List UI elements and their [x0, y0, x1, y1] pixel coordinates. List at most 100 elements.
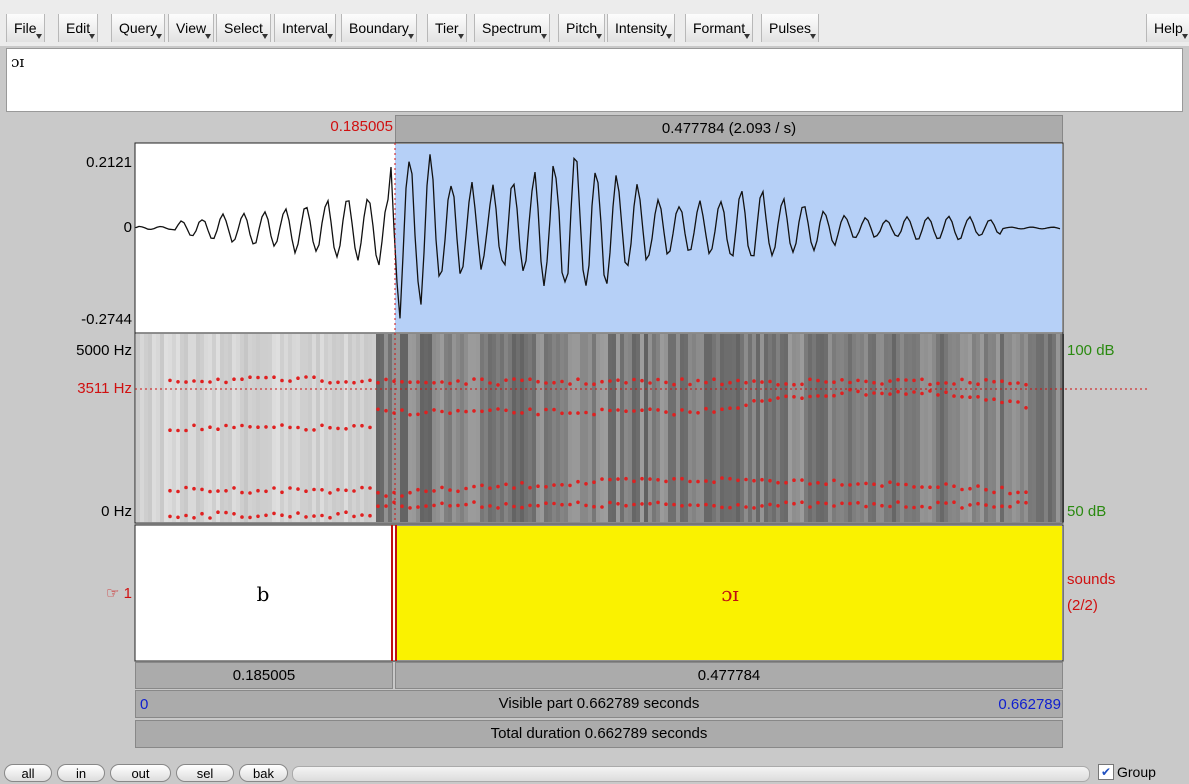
formant-dot: [624, 504, 628, 508]
spectrogram-column: [180, 334, 184, 522]
spectrogram-column: [724, 334, 728, 522]
formant-dot: [576, 411, 580, 415]
formant-dot: [984, 503, 988, 507]
total-duration[interactable]: Total duration 0.662789 seconds: [135, 720, 1063, 748]
formant-dot: [192, 516, 196, 520]
formant-dot: [904, 483, 908, 487]
spectrogram-column: [600, 334, 604, 522]
zoom-button[interactable]: all: [4, 764, 52, 782]
spectrogram-column: [672, 334, 676, 522]
formant-dot: [976, 395, 980, 399]
spectrogram-column: [740, 334, 744, 522]
formant-dot: [816, 501, 820, 505]
formant-dot: [264, 425, 268, 429]
formant-dot: [280, 491, 284, 495]
zoom-button[interactable]: in: [57, 764, 105, 782]
formant-dot: [912, 485, 916, 489]
formant-dot: [832, 380, 836, 384]
group-checkbox[interactable]: ✔: [1098, 764, 1114, 780]
formant-dot: [200, 428, 204, 432]
formant-dot: [528, 486, 532, 490]
formant-dot: [304, 489, 308, 493]
formant-dot: [1024, 490, 1028, 494]
formant-dot: [800, 478, 804, 482]
formant-dot: [336, 381, 340, 385]
formant-dot: [608, 501, 612, 505]
zoom-button[interactable]: bak: [239, 764, 288, 782]
formant-dot: [632, 480, 636, 484]
formant-dot: [816, 379, 820, 383]
formant-dot: [752, 479, 756, 483]
spectrogram-column: [364, 334, 368, 522]
group-label: Group: [1117, 764, 1156, 780]
formant-dot: [728, 477, 732, 481]
spectrogram-column: [960, 334, 964, 522]
spectrogram-column: [820, 334, 824, 522]
spectrogram-column: [996, 334, 1000, 522]
formant-dot: [792, 395, 796, 399]
spectrogram-column: [532, 334, 536, 522]
formant-dot: [896, 483, 900, 487]
zoom-button[interactable]: sel: [176, 764, 234, 782]
formant-dot: [904, 392, 908, 396]
formant-dot: [320, 379, 324, 383]
formant-dot: [632, 503, 636, 507]
interval-duration[interactable]: 0.477784: [395, 662, 1063, 689]
formant-dot: [720, 506, 724, 510]
formant-dot: [232, 512, 236, 516]
formant-dot: [216, 378, 220, 382]
formant-dot: [760, 399, 764, 403]
formant-dot: [272, 486, 276, 490]
formant-dot: [864, 380, 868, 384]
spectrogram-column: [676, 334, 680, 522]
formant-dot: [944, 381, 948, 385]
spectrogram-column: [436, 334, 440, 522]
formant-dot: [176, 380, 180, 384]
formant-dot: [232, 486, 236, 490]
formant-dot: [696, 504, 700, 508]
formant-dot: [272, 512, 276, 516]
spectrogram-column: [668, 334, 672, 522]
formant-dot: [576, 480, 580, 484]
formant-dot: [776, 383, 780, 387]
formant-dot: [584, 482, 588, 486]
formant-dot: [520, 481, 524, 485]
scrollbar[interactable]: [292, 766, 1090, 782]
spectrogram-column: [372, 334, 376, 522]
spectrogram-column: [488, 334, 492, 522]
spectrogram-column: [972, 334, 976, 522]
formant-dot: [968, 381, 972, 385]
formant-dot: [752, 506, 756, 510]
formant-dot: [304, 428, 308, 432]
spectrogram-column: [1004, 334, 1008, 522]
formant-dot: [744, 404, 748, 408]
spectrogram-column: [496, 334, 500, 522]
spectrogram-column: [964, 334, 968, 522]
spectrogram-column: [908, 334, 912, 522]
formant-dot: [528, 407, 532, 411]
formant-dot: [632, 409, 636, 413]
formant-dot: [640, 408, 644, 412]
formant-dot: [408, 491, 412, 495]
formant-dot: [712, 377, 716, 381]
spectrogram-column: [252, 334, 256, 522]
spectrogram-column: [876, 334, 880, 522]
spectrogram-column: [800, 334, 804, 522]
formant-dot: [856, 482, 860, 486]
spectrogram-column: [268, 334, 272, 522]
spectrogram-column: [420, 334, 424, 522]
spectrogram-column: [312, 334, 316, 522]
spectrogram-column: [536, 334, 540, 522]
interval-duration[interactable]: 0.185005: [135, 662, 393, 689]
formant-dot: [256, 376, 260, 380]
zoom-button[interactable]: out: [110, 764, 171, 782]
spectrogram-column: [480, 334, 484, 522]
formant-dot: [864, 505, 868, 509]
formant-dot: [464, 503, 468, 507]
spectrogram-column: [776, 334, 780, 522]
formant-dot: [952, 394, 956, 398]
formant-dot: [168, 515, 172, 519]
formant-dot: [424, 381, 428, 385]
formant-dot: [640, 502, 644, 506]
formant-dot: [568, 382, 572, 386]
